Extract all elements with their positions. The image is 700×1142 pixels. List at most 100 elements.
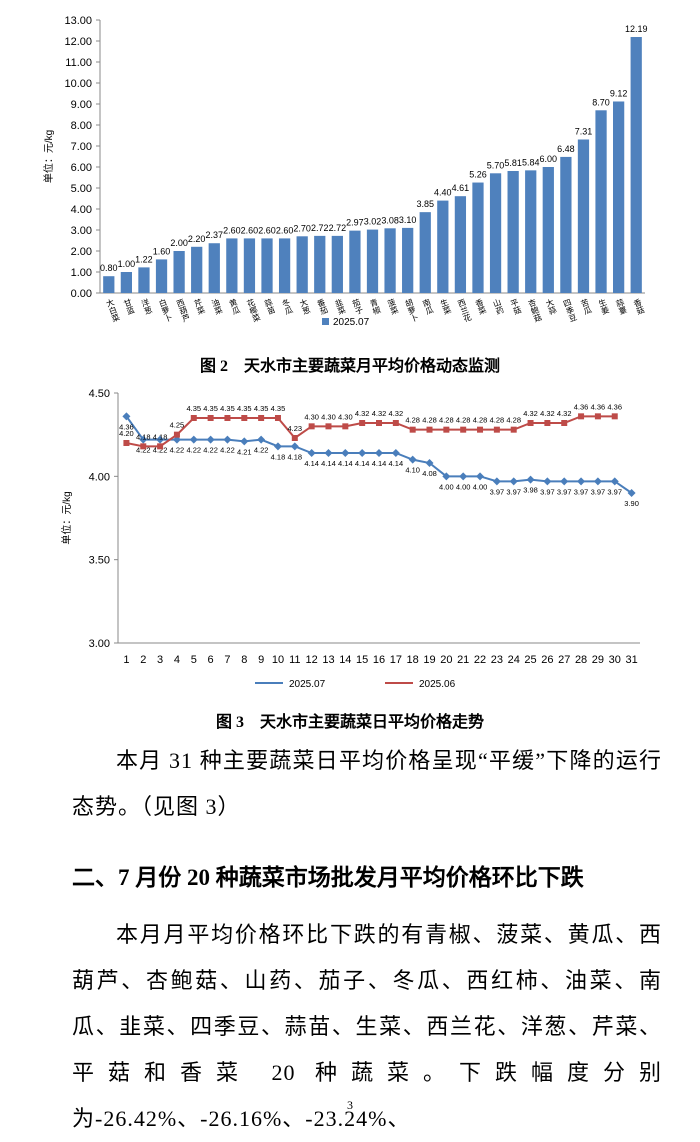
y-axis-label: 单位：元/kg xyxy=(42,130,55,183)
x-tick-label: 生菜 xyxy=(438,297,453,317)
y-axis-label: 单位：元/kg xyxy=(60,491,73,544)
x-tick-label: 山药 xyxy=(491,297,506,317)
bar xyxy=(261,238,273,293)
data-label: 2.20 xyxy=(188,234,206,244)
y-tick-label: 12.00 xyxy=(64,36,92,48)
data-label: 3.97 xyxy=(506,487,521,496)
x-tick-label: 25 xyxy=(524,654,536,666)
x-tick-label: 13 xyxy=(322,654,334,666)
data-label: 4.28 xyxy=(490,416,505,425)
marker xyxy=(408,455,417,464)
bar xyxy=(173,251,185,293)
bar xyxy=(314,235,326,293)
marker xyxy=(527,420,534,426)
data-label: 4.32 xyxy=(389,409,404,418)
data-label: 4.14 xyxy=(389,459,404,468)
figure-caption: 图 2 天水市主要蔬菜月平均价格动态监测 xyxy=(199,358,500,375)
x-tick-label: 9 xyxy=(258,654,264,666)
data-label: 5.70 xyxy=(487,160,505,170)
data-label: 3.10 xyxy=(399,215,417,225)
bar-chart: 0.00 1.00 2.00 3.00 4.00 5.00 6.00 7.00 8.00 9.00… xyxy=(42,15,647,328)
marker xyxy=(526,475,535,484)
x-tick-label: 西葫芦 xyxy=(175,297,192,324)
marker xyxy=(291,435,298,441)
series-line xyxy=(126,415,615,448)
marker xyxy=(459,472,468,481)
data-label: 4.00 xyxy=(473,482,488,491)
data-label: 4.30 xyxy=(338,412,353,421)
data-label: 2.72 xyxy=(311,223,329,233)
bar xyxy=(331,235,343,293)
data-label: 5.26 xyxy=(469,170,487,180)
x-tick-label: 4 xyxy=(174,654,180,666)
x-tick-label: 3 xyxy=(157,654,163,666)
x-tick-label: 26 xyxy=(541,654,553,666)
bar xyxy=(366,229,379,293)
x-tick-label: 5 xyxy=(191,654,197,666)
data-label: 3.97 xyxy=(557,487,572,496)
data-label: 4.28 xyxy=(439,416,454,425)
marker xyxy=(273,442,282,451)
x-tick-label: 24 xyxy=(508,654,520,666)
data-label: 2.70 xyxy=(293,223,311,233)
marker xyxy=(358,449,367,457)
x-tick-label: 17 xyxy=(390,654,402,666)
marker xyxy=(359,420,366,426)
y-tick-label: 8.00 xyxy=(71,120,92,132)
marker xyxy=(274,415,281,421)
data-label: 4.28 xyxy=(405,416,420,425)
x-tick-label: 平菇 xyxy=(509,297,523,316)
x-tick-label: 15 xyxy=(356,654,368,666)
data-label: 4.18 xyxy=(136,432,151,441)
x-tick-label: 28 xyxy=(575,654,587,666)
y-tick-label: 4.00 xyxy=(71,204,92,216)
x-tick-label: 16 xyxy=(373,654,385,666)
x-tick-label: 21 xyxy=(457,654,469,666)
data-label: 3.97 xyxy=(540,487,555,496)
x-tick-label: 南瓜 xyxy=(421,297,435,316)
section-heading: 二、7 月份 20 种蔬菜市场批发月平均价格环比下跌 xyxy=(72,865,584,890)
x-tick-label: 2 xyxy=(140,654,146,666)
marker xyxy=(223,435,232,444)
x-tick-label: 香菜 xyxy=(473,297,488,317)
x-tick-label: 香菇 xyxy=(632,297,647,317)
data-label: 4.61 xyxy=(452,183,470,193)
data-label: 4.22 xyxy=(254,446,269,455)
bar xyxy=(155,259,168,293)
data-label: 5.84 xyxy=(522,157,540,167)
y-tick-label: 4.50 xyxy=(89,388,110,400)
data-label: 5.81 xyxy=(504,158,522,168)
bar xyxy=(542,167,554,293)
bar xyxy=(507,170,519,293)
bar xyxy=(454,196,467,293)
y-tick-label: 11.00 xyxy=(65,57,92,69)
x-tick-label: 8 xyxy=(241,654,247,666)
marker xyxy=(425,459,434,467)
data-label: 4.32 xyxy=(523,409,538,418)
data-label: 4.36 xyxy=(591,402,606,411)
marker xyxy=(594,413,601,420)
x-tick-label: 蒜苗 xyxy=(262,297,277,317)
marker xyxy=(443,426,450,433)
data-label: 4.22 xyxy=(153,446,168,455)
x-tick-label: 20 xyxy=(440,654,452,666)
data-label: 4.14 xyxy=(338,459,353,468)
bar xyxy=(560,156,572,293)
bar xyxy=(191,246,203,293)
marker xyxy=(139,435,148,444)
data-label: 3.97 xyxy=(490,487,505,496)
marker xyxy=(173,431,180,438)
data-label: 4.14 xyxy=(355,459,370,468)
x-tick-label: 西兰花 xyxy=(456,297,473,324)
bar xyxy=(138,267,150,293)
x-tick-label: 30 xyxy=(609,654,621,666)
data-label: 4.35 xyxy=(254,404,269,413)
data-label: 4.28 xyxy=(473,416,488,425)
marker xyxy=(206,435,215,444)
bar xyxy=(613,101,625,293)
marker xyxy=(342,423,349,430)
data-label: 9.12 xyxy=(610,88,628,98)
marker xyxy=(510,426,517,433)
data-label: 4.22 xyxy=(136,446,151,455)
data-label: 3.02 xyxy=(364,217,382,227)
